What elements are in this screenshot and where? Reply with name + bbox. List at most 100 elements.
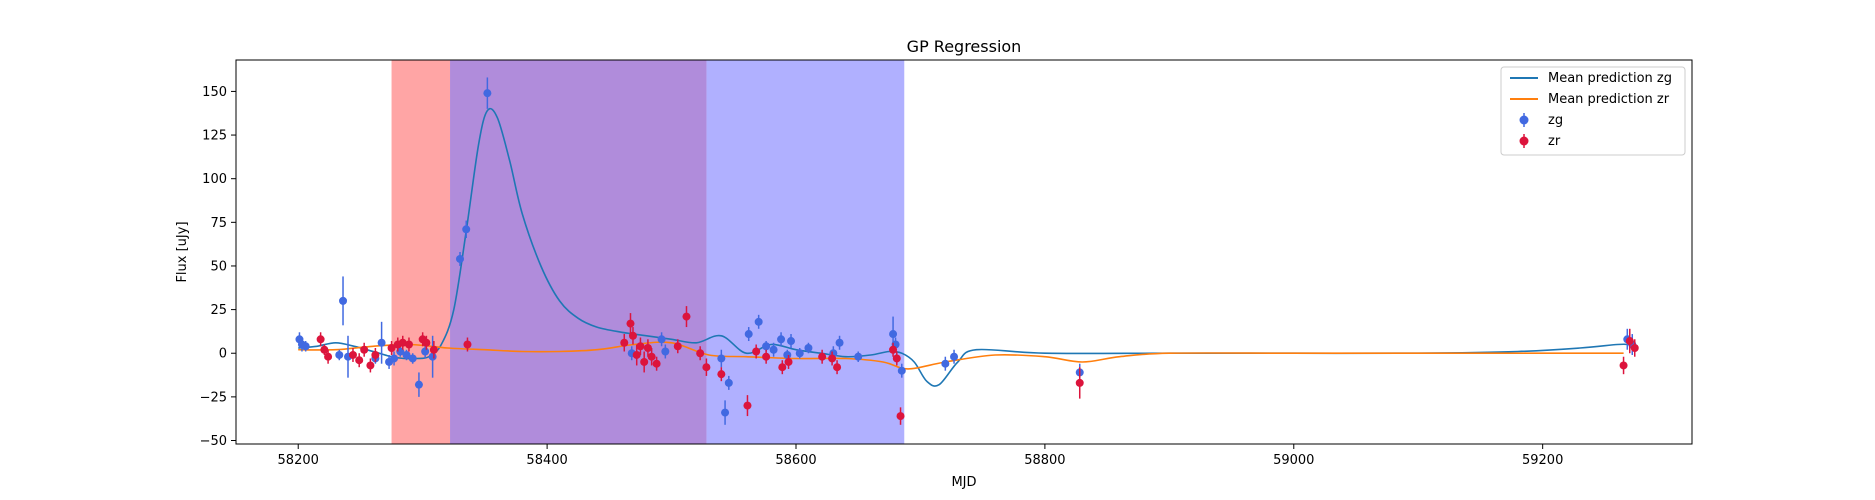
legend-swatch-zr-points bbox=[1519, 134, 1529, 148]
data-point-zg-28 bbox=[769, 342, 778, 357]
x-axis-ticks: 58200 58400 58600 58800 59000 59200 bbox=[278, 444, 1563, 468]
data-point-zg-21 bbox=[661, 344, 670, 359]
x-tick-label-1: 58400 bbox=[526, 453, 567, 468]
data-point-zr-33 bbox=[778, 360, 787, 375]
legend-label-zr-points: zr bbox=[1548, 134, 1561, 149]
data-point-zg-14 bbox=[421, 344, 430, 359]
series-line-0 bbox=[298, 107, 1630, 387]
marker bbox=[398, 338, 407, 347]
marker bbox=[324, 352, 333, 361]
marker bbox=[787, 337, 796, 346]
marker bbox=[339, 296, 348, 305]
marker bbox=[428, 352, 437, 361]
marker bbox=[647, 352, 656, 361]
data-point-zr-1 bbox=[320, 344, 329, 355]
data-point-zr-14 bbox=[429, 341, 438, 359]
x-axis-label: MJD bbox=[951, 475, 976, 490]
data-point-zg-3 bbox=[335, 349, 344, 361]
legend-label-zg-points: zg bbox=[1548, 113, 1563, 128]
marker bbox=[702, 363, 711, 372]
y-tick-label-2: 0 bbox=[219, 347, 227, 362]
marker bbox=[1075, 378, 1084, 387]
data-point-zg-25 bbox=[744, 327, 753, 342]
marker bbox=[941, 359, 950, 368]
marker bbox=[783, 350, 792, 359]
marker bbox=[652, 359, 661, 368]
marker bbox=[778, 363, 787, 372]
data-point-zg-35 bbox=[835, 335, 844, 350]
data-point-zg-17 bbox=[462, 220, 471, 239]
data-point-zg-40 bbox=[941, 356, 950, 371]
marker bbox=[355, 356, 364, 365]
x-tick-label-2: 58600 bbox=[775, 453, 816, 468]
marker bbox=[889, 330, 898, 339]
data-point-zg-22 bbox=[717, 349, 726, 368]
marker bbox=[421, 347, 430, 356]
marker bbox=[744, 330, 753, 339]
data-point-zg-32 bbox=[795, 348, 804, 359]
marker bbox=[360, 345, 369, 354]
marker bbox=[777, 335, 786, 344]
marker bbox=[335, 350, 344, 359]
data-point-zg-9 bbox=[390, 351, 399, 366]
marker bbox=[784, 357, 793, 366]
data-point-zr-40 bbox=[896, 407, 905, 425]
marker bbox=[724, 378, 733, 387]
marker bbox=[316, 335, 325, 344]
data-point-zr-5 bbox=[360, 342, 369, 357]
marker bbox=[422, 338, 431, 347]
data-point-zr-34 bbox=[784, 354, 793, 369]
data-point-zr-16 bbox=[620, 334, 629, 352]
y-tick-label-8: 150 bbox=[202, 85, 227, 100]
marker bbox=[950, 352, 959, 361]
y-tick-label-5: 75 bbox=[210, 216, 227, 231]
legend-swatch-zg-points bbox=[1519, 113, 1529, 127]
marker bbox=[769, 345, 778, 354]
y-axis-ticks: −50 −25 0 25 50 75 100 125 150 bbox=[200, 85, 236, 449]
marker bbox=[462, 225, 471, 234]
marker bbox=[643, 344, 652, 352]
data-point-zr-38 bbox=[889, 342, 898, 357]
data-point-zr-29 bbox=[717, 367, 726, 382]
data-point-zr-18 bbox=[628, 327, 637, 345]
plot-frame bbox=[235, 59, 1693, 445]
marker bbox=[762, 342, 771, 351]
data-point-zr-44 bbox=[1630, 339, 1639, 357]
marker bbox=[835, 338, 844, 347]
x-tick-label-4: 59000 bbox=[1273, 453, 1314, 468]
marker bbox=[795, 349, 804, 358]
data-point-zr-8 bbox=[387, 341, 396, 355]
chart-title: GP Regression bbox=[907, 37, 1022, 56]
data-point-zr-28 bbox=[702, 358, 711, 376]
marker bbox=[818, 352, 827, 361]
data-point-zg-2 bbox=[301, 341, 310, 352]
marker bbox=[626, 319, 635, 328]
data-point-zr-17 bbox=[626, 313, 635, 335]
shaded-spans bbox=[391, 60, 905, 444]
y-tick-label-4: 50 bbox=[210, 259, 227, 274]
marker bbox=[640, 357, 649, 366]
marker bbox=[682, 312, 691, 321]
marker bbox=[301, 342, 310, 351]
data-point-zr-4 bbox=[355, 353, 364, 368]
data-point-zr-10 bbox=[398, 335, 407, 350]
marker bbox=[366, 361, 375, 370]
data-point-zr-3 bbox=[348, 348, 357, 362]
x-tick-label-3: 58800 bbox=[1024, 453, 1065, 468]
data-point-zr-26 bbox=[682, 306, 691, 328]
data-point-zg-4 bbox=[339, 276, 348, 326]
marker bbox=[620, 338, 629, 347]
data-point-zg-41 bbox=[950, 349, 959, 364]
marker bbox=[673, 342, 682, 351]
data-point-zr-41 bbox=[1075, 367, 1084, 399]
y-tick-label-6: 100 bbox=[202, 172, 227, 187]
data-point-zg-15 bbox=[428, 335, 437, 378]
marker bbox=[754, 317, 763, 326]
marker bbox=[429, 345, 438, 354]
marker bbox=[387, 344, 396, 352]
marker bbox=[1619, 361, 1628, 370]
marker bbox=[717, 370, 726, 379]
y-tick-label-3: 25 bbox=[210, 303, 227, 318]
data-point-zr-21 bbox=[640, 351, 649, 373]
